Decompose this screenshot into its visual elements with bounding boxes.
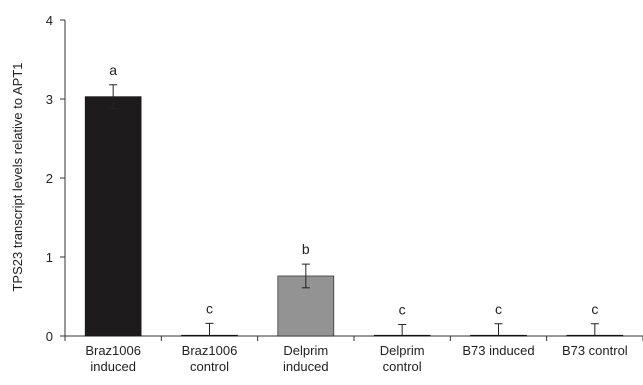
x-axis: Braz1006 induced Braz1006 control Delprim ind…	[64, 335, 643, 374]
x-tick-label: Braz1006 induced	[85, 343, 141, 374]
y-tick-label: 4	[46, 13, 53, 28]
x-tick-label: Delprim control	[380, 343, 425, 374]
significance-label: c	[206, 300, 213, 316]
x-tick-label: Delprim induced	[283, 343, 329, 374]
bar	[84, 96, 142, 337]
y-tick-label: 2	[46, 171, 53, 186]
significance-label: c	[495, 301, 502, 317]
significance-label: a	[109, 62, 117, 78]
y-axis: 0 1 2 3 4	[46, 13, 66, 344]
significance-label: c	[591, 301, 598, 317]
y-axis-label: TPS23 transcript levels relative to APT1	[10, 62, 25, 291]
bars: a c b c c c	[84, 62, 624, 337]
significance-label: b	[302, 241, 310, 257]
significance-label: c	[399, 302, 406, 318]
y-tick-label: 3	[46, 92, 53, 107]
y-tick-label: 1	[46, 250, 53, 265]
x-tick-label: B73 induced	[462, 343, 534, 358]
x-tick-label: Braz1006 control	[182, 343, 238, 374]
y-tick-label: 0	[46, 329, 53, 344]
x-tick-label: B73 control	[562, 343, 628, 358]
